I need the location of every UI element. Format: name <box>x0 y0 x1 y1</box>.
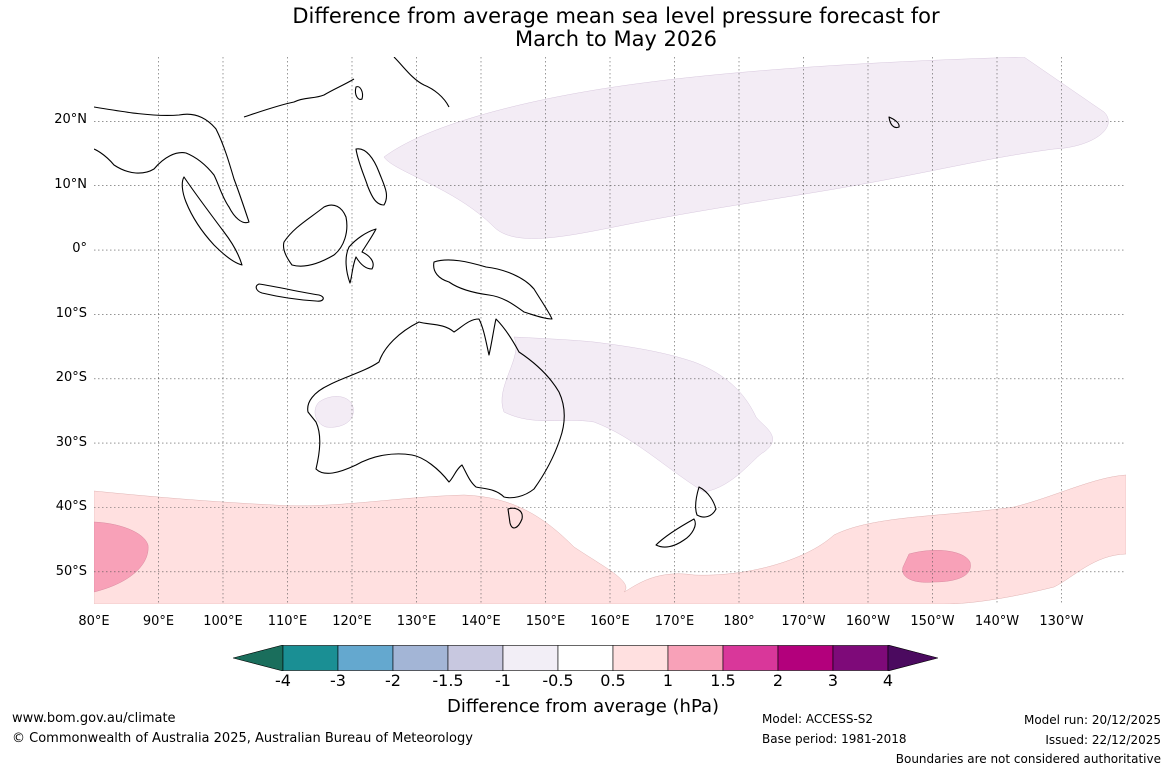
colorbar-swatch <box>557 645 614 671</box>
colorbar-tick: 0.5 <box>600 671 626 690</box>
colorbar-swatch <box>777 645 834 671</box>
coastline-new-guinea <box>433 259 553 320</box>
lon-label-90e: 90°E <box>142 614 175 629</box>
anomaly-area-southern-ocean <box>94 474 1126 604</box>
coastline-nz-north <box>694 486 717 518</box>
gridlines <box>94 57 1126 604</box>
lon-label-160e: 160°E <box>590 614 630 629</box>
lon-label-180: 180° <box>723 614 755 629</box>
coastline-nz-south <box>655 518 696 548</box>
lon-label-130w: 130°W <box>1039 614 1084 629</box>
lat-label-30s: 30°S <box>55 435 87 450</box>
colorbar-title: Difference from average (hPa) <box>447 696 720 717</box>
base-period-text: Base period: 1981-2018 <box>762 732 907 746</box>
model-run-text: Model run: 20/12/2025 <box>1023 713 1161 727</box>
colorbar-swatch <box>282 645 339 671</box>
lon-label-170e: 170°E <box>654 614 695 629</box>
colorbar-swatch <box>447 645 504 671</box>
colorbar-tick: -3 <box>330 671 346 690</box>
colorbar-swatch <box>722 645 779 671</box>
lon-label-140e: 140°E <box>461 614 501 629</box>
anomaly-area-western-australia <box>314 396 354 428</box>
colorbar-swatch <box>667 645 724 671</box>
website-link[interactable]: www.bom.gov.au/climate <box>12 711 176 726</box>
colorbar-swatch <box>612 645 669 671</box>
lat-label-20s: 20°S <box>55 370 87 385</box>
model-text: Model: ACCESS-S2 <box>762 712 874 726</box>
colorbar-tick: -1 <box>495 671 511 690</box>
colorbar-tick: 1 <box>662 671 674 690</box>
anomaly-area-south-pacific <box>902 550 971 583</box>
map-title: Difference from average mean sea level p… <box>0 5 1173 51</box>
lon-label-140w: 140°W <box>974 614 1020 629</box>
colorbar <box>233 645 938 671</box>
colorbar-tick: 3 <box>827 671 839 690</box>
coastline-borneo <box>282 204 348 267</box>
title-line-2: March to May 2026 <box>515 27 717 51</box>
colorbar-swatch-max <box>887 645 938 671</box>
colorbar-swatch <box>832 645 889 671</box>
colorbar-tick: -0.5 <box>542 671 574 690</box>
coastline-philippines <box>355 148 388 206</box>
coastline-hawaii <box>888 116 900 129</box>
coastline-japan <box>393 57 450 108</box>
title-line-1: Difference from average mean sea level p… <box>292 4 940 28</box>
lat-label-0: 0° <box>72 241 87 256</box>
anomaly-area-north-pacific <box>383 57 1109 239</box>
lon-label-150e: 150°E <box>525 614 566 629</box>
copyright-text: © Commonwealth of Australia 2025, Austra… <box>12 731 473 746</box>
coastline-sumatra <box>181 176 243 266</box>
colorbar-swatch <box>337 645 394 671</box>
lon-label-130e: 130°E <box>396 614 437 629</box>
coastline-australia <box>307 318 565 499</box>
lat-label-10n: 10°N <box>54 177 87 192</box>
colorbar-swatch-min <box>233 645 284 671</box>
colorbar-swatch <box>392 645 449 671</box>
colorbar-tick: 1.5 <box>710 671 736 690</box>
anomaly-area-south-indian <box>94 521 149 593</box>
coastline-tasmania <box>507 507 523 529</box>
coastline-java <box>255 283 324 302</box>
coastline-sulawesi <box>345 228 377 284</box>
colorbar-tick: 2 <box>772 671 784 690</box>
lon-label-80e: 80°E <box>78 614 110 629</box>
colorbar-tick: -2 <box>385 671 401 690</box>
coastlines <box>94 57 900 548</box>
lon-label-150w: 150°W <box>910 614 955 629</box>
colorbar-tick: -4 <box>275 671 291 690</box>
lon-label-170w: 170°W <box>781 614 826 629</box>
disclaimer-text: Boundaries are not considered authoritat… <box>895 752 1161 766</box>
lon-label-160w: 160°W <box>845 614 891 629</box>
lon-label-110e: 110°E <box>267 614 308 629</box>
colorbar-swatch <box>502 645 559 671</box>
lat-label-40s: 40°S <box>55 499 87 514</box>
colorbar-tick: 4 <box>882 671 894 690</box>
lon-label-120e: 120°E <box>332 614 372 629</box>
lon-label-100e: 100°E <box>203 614 243 629</box>
coastline-southeast-asia <box>94 78 355 224</box>
lat-label-10s: 10°S <box>55 306 87 321</box>
colorbar-tick: -1.5 <box>432 671 464 690</box>
lat-label-50s: 50°S <box>55 564 87 579</box>
lat-label-20n: 20°N <box>54 112 87 127</box>
issued-text: Issued: 22/12/2025 <box>1045 733 1161 747</box>
coastline-taiwan <box>354 86 364 100</box>
pressure-anomaly-map <box>94 57 1126 604</box>
anomaly-area-coral-sea <box>501 336 773 493</box>
